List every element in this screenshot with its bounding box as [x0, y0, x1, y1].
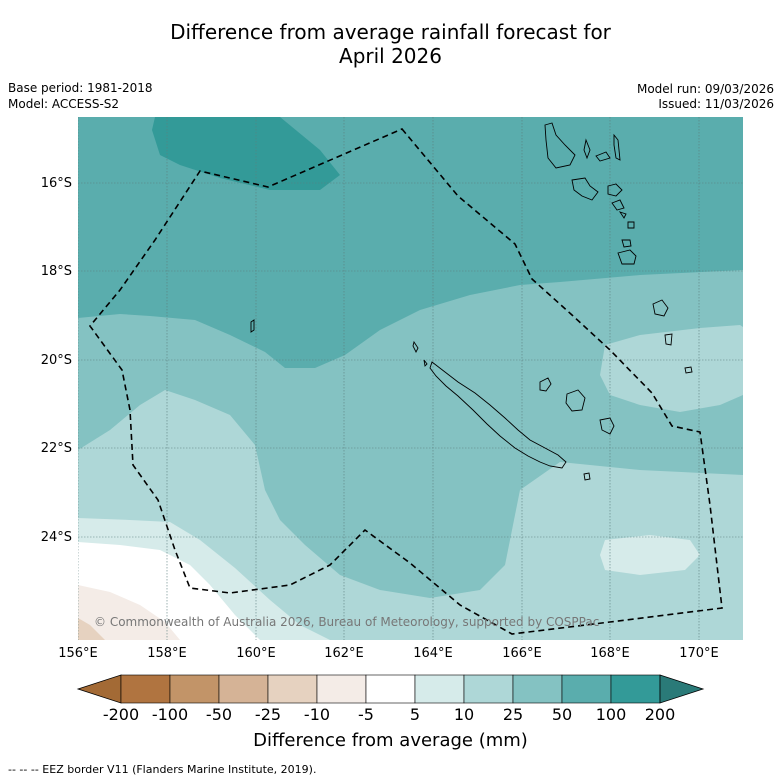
islet	[412, 340, 419, 354]
lon-tick: 156°E	[58, 646, 98, 661]
vanuatu-ambae	[595, 151, 611, 162]
lon-tick: 170°E	[679, 646, 719, 661]
colorbar-label: -50	[205, 705, 233, 724]
colorbar-title: Difference from average (mm)	[253, 730, 528, 751]
model-run: Model run: 09/03/2026	[636, 82, 774, 96]
lat-tick: 20°S	[40, 353, 72, 368]
colorbar-label: 200	[644, 705, 676, 724]
vanuatu-maewo	[583, 138, 591, 160]
islet	[664, 333, 673, 346]
graticule	[78, 117, 743, 640]
vanuatu-pentecost	[613, 133, 621, 161]
colorbar-label: 50	[551, 705, 573, 724]
vanuatu-ambrym	[607, 183, 623, 197]
vanuatu-espiritu-santo	[544, 122, 576, 169]
lon-tick: 160°E	[236, 646, 276, 661]
vanuatu-epi	[611, 199, 625, 211]
colorbar-label: 10	[453, 705, 475, 724]
chesterfield-islet	[250, 319, 255, 333]
vanuatu-malakula	[571, 177, 599, 201]
lat-tick: 18°S	[40, 264, 72, 279]
issued-date: Issued: 11/03/2026	[658, 97, 774, 111]
colorbar-label: -25	[254, 705, 282, 724]
colorbar-label: 25	[502, 705, 524, 724]
islet	[583, 472, 591, 481]
colorbar-label: -10	[303, 705, 331, 724]
lat-tick: 22°S	[40, 441, 72, 456]
lat-tick: 16°S	[40, 176, 72, 191]
copyright-notice: © Commonwealth of Australia 2026, Bureau…	[94, 615, 600, 629]
vanuatu-tanna	[617, 249, 637, 265]
new-caledonia-main-island	[429, 361, 567, 469]
loyalty-island-mare	[599, 417, 615, 435]
model-name: Model: ACCESS-S2	[8, 97, 120, 111]
vanuatu-erromango	[621, 239, 632, 248]
eez-legend-note: -- -- -- EEZ border V11 (Flanders Marine…	[8, 763, 317, 776]
islet	[652, 299, 669, 317]
loyalty-island-ouvea	[539, 377, 552, 392]
eez-border	[88, 128, 723, 635]
lon-tick: 158°E	[147, 646, 187, 661]
band-dry-medium	[78, 618, 105, 640]
lon-tick: 162°E	[324, 646, 364, 661]
colorbar-label: -5	[358, 705, 374, 724]
title-line-1: Difference from average rainfall forecas…	[170, 20, 611, 44]
rainfall-field	[78, 117, 743, 640]
lon-tick: 168°E	[590, 646, 630, 661]
islet	[423, 359, 428, 367]
patch-5-10-east	[600, 535, 700, 575]
islet	[684, 366, 693, 374]
band-dry-light	[78, 585, 180, 640]
lon-tick: 166°E	[502, 646, 542, 661]
coastlines	[250, 122, 693, 481]
colorbar-label: -200	[102, 705, 140, 724]
title-line-2: April 2026	[339, 44, 442, 68]
colorbar-label: 5	[409, 705, 421, 724]
colorbar-label: -100	[151, 705, 189, 724]
vanuatu-efate	[627, 221, 635, 229]
colorbar-label: 100	[595, 705, 627, 724]
band-100-200	[152, 117, 340, 190]
islet	[618, 211, 627, 219]
base-period: Base period: 1981-2018	[8, 81, 153, 95]
lat-tick: 24°S	[40, 530, 72, 545]
patch-10-25-east	[600, 325, 743, 412]
lon-tick: 164°E	[413, 646, 453, 661]
loyalty-island-lifou	[565, 389, 586, 412]
